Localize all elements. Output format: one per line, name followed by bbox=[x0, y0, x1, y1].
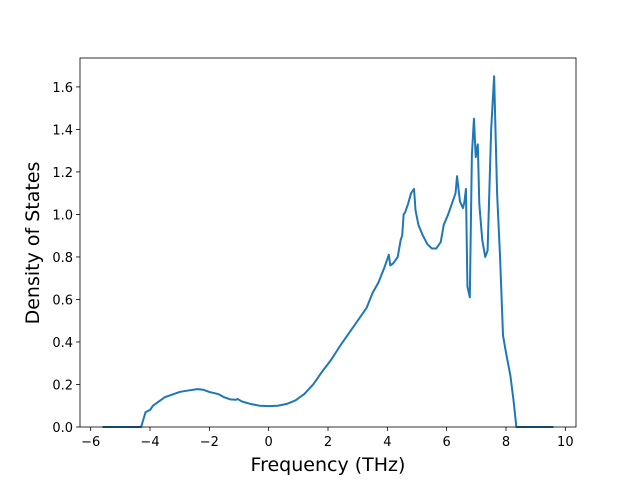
y-tick-label: 0.0 bbox=[52, 421, 73, 436]
y-tick-label: 0.8 bbox=[52, 251, 73, 266]
y-tick-label: 0.4 bbox=[52, 336, 73, 351]
x-tick-label: 6 bbox=[443, 435, 451, 450]
x-tick-label: 10 bbox=[557, 435, 574, 450]
x-tick-label: −2 bbox=[200, 435, 219, 450]
x-tick-label: −6 bbox=[81, 435, 100, 450]
x-tick-label: 2 bbox=[324, 435, 332, 450]
y-tick-label: 1.2 bbox=[52, 166, 73, 181]
y-tick-label: 1.6 bbox=[52, 81, 73, 96]
line bbox=[102, 75, 554, 428]
x-tick-label: 8 bbox=[502, 435, 510, 450]
y-axis-label: Density of States bbox=[22, 162, 44, 325]
x-tick-label: 4 bbox=[383, 435, 391, 450]
y-tick-label: 0.2 bbox=[52, 378, 73, 393]
y-tick-label: 1.4 bbox=[52, 123, 73, 138]
x-tick-label: −4 bbox=[140, 435, 159, 450]
y-tick-label: 0.6 bbox=[52, 293, 73, 308]
x-axis-label: Frequency (THz) bbox=[251, 454, 406, 476]
x-tick-label: 0 bbox=[265, 435, 273, 450]
plot-frame bbox=[79, 57, 577, 428]
y-tick-label: 1.0 bbox=[52, 208, 73, 223]
